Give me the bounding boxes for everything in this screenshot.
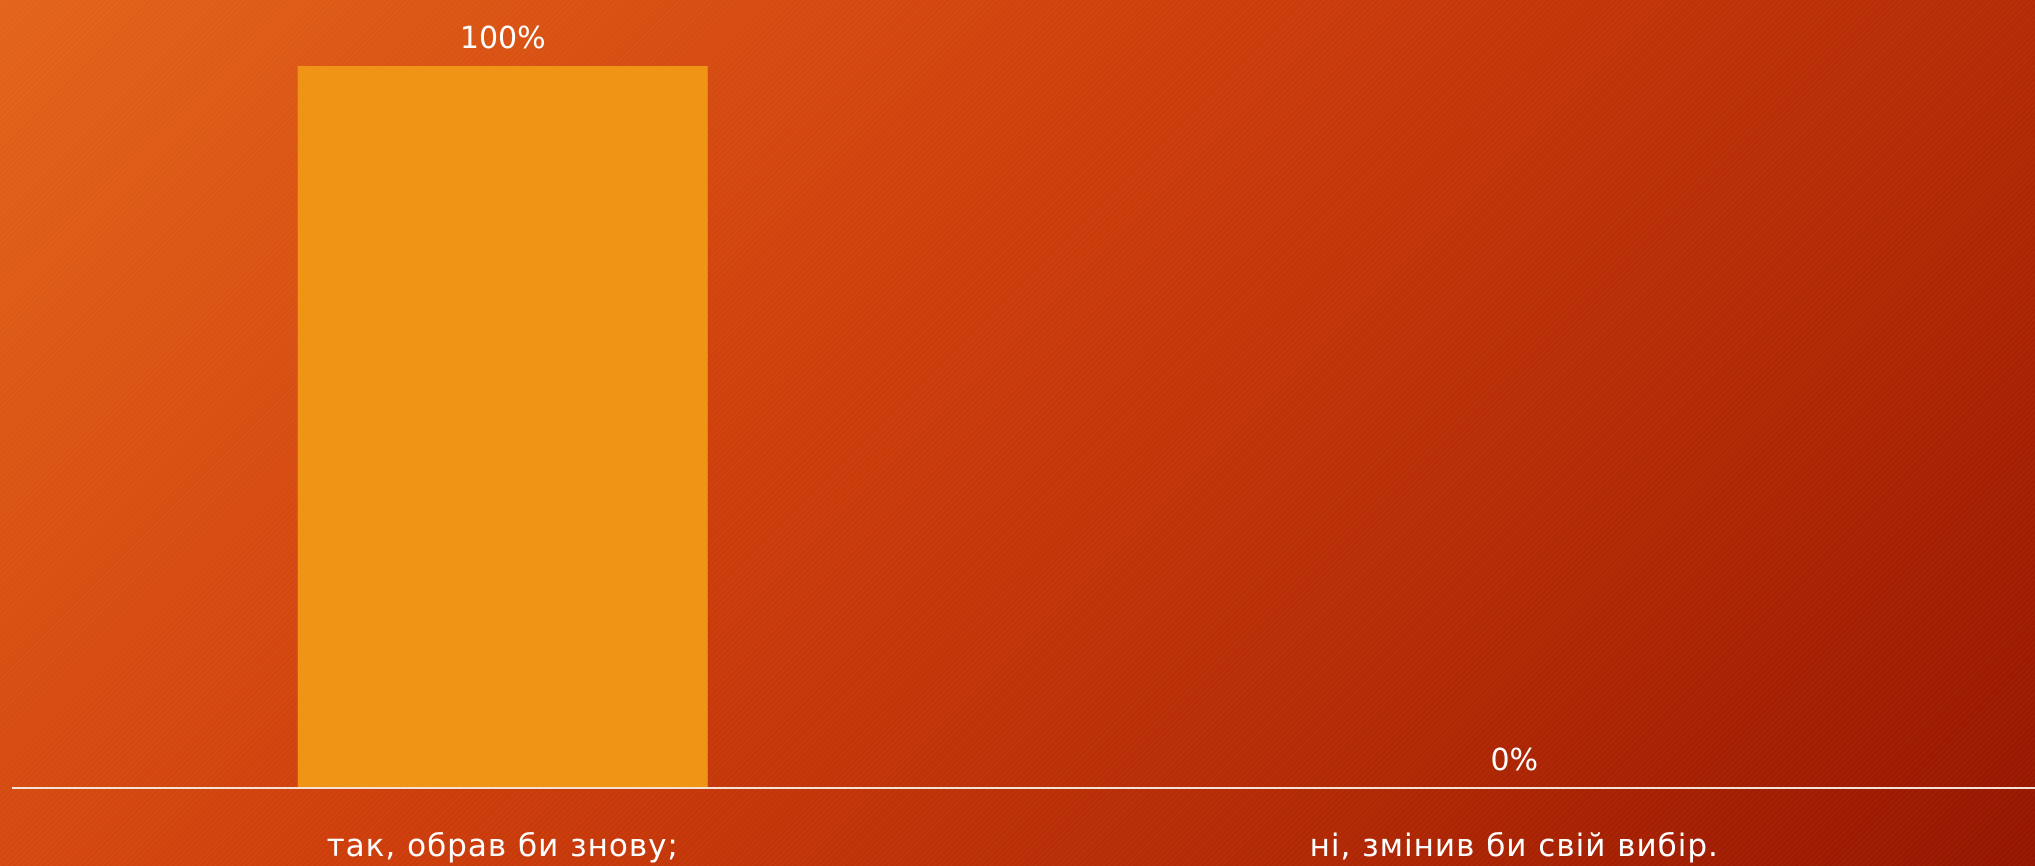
category-label-2: ні, змінив би свій вибір. [1310, 828, 1719, 864]
bars-group [297, 66, 708, 788]
data-label-1: 100% [460, 21, 546, 56]
data-label-2: 0% [1490, 743, 1538, 778]
category-label-1: так, обрав би знову; [327, 828, 679, 864]
value-labels-group: 100% 0% [460, 21, 1538, 778]
category-labels-group: так, обрав би знову; ні, змінив би свій в… [327, 828, 1719, 864]
bar-1 [297, 66, 708, 788]
